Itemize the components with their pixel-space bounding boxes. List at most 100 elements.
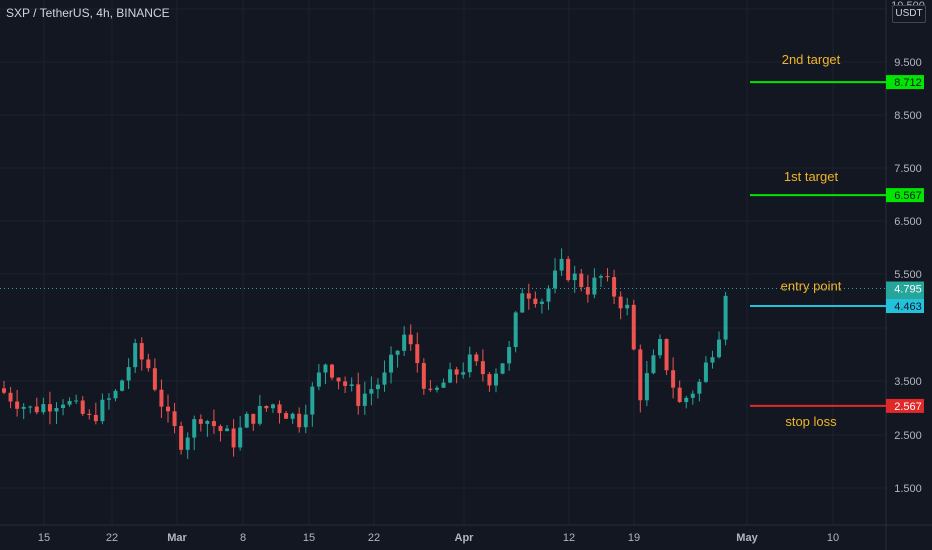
candle-body (2, 388, 6, 393)
candle-body (284, 413, 289, 419)
candle-body (421, 363, 426, 389)
price-tick-label: 6.500 (894, 216, 922, 228)
marker-target-1-box (886, 188, 924, 203)
time-tick-label: 15 (38, 532, 50, 544)
candle-body (330, 364, 334, 378)
marker-target-1-label: 6.567 (894, 190, 922, 202)
candle-body (375, 384, 380, 390)
candle-body (270, 404, 275, 409)
candle-body (428, 388, 433, 390)
candle-body (61, 404, 66, 409)
candle-body (461, 372, 466, 375)
price-tick-label: 7.500 (894, 163, 922, 175)
candle-body (605, 276, 610, 278)
candle-body (402, 334, 407, 351)
candle-body (598, 276, 603, 278)
candle-body (106, 398, 111, 400)
candle-body (474, 354, 479, 362)
candle-body (218, 426, 223, 432)
candle-body (159, 389, 164, 407)
time-tick-label: 10 (827, 532, 839, 544)
candle-body (198, 419, 203, 424)
candle-body (533, 298, 538, 304)
symbol-title: SXP / TetherUS, 4h, BINANCE (6, 6, 170, 20)
candle-body (343, 381, 348, 386)
candle-body (349, 384, 354, 386)
candle-body (74, 400, 79, 402)
candle-body (566, 258, 571, 281)
candle-body (415, 344, 420, 364)
candle-body (684, 397, 689, 403)
candle-body (441, 382, 446, 388)
candle-body (520, 293, 525, 313)
price-tick-label: 3.500 (894, 376, 922, 388)
candle-body (690, 393, 695, 398)
candle-body (34, 406, 39, 413)
candle-body (146, 359, 151, 369)
time-tick-label: 12 (563, 532, 575, 544)
time-tick-label: 15 (303, 532, 315, 544)
candle-body (15, 401, 20, 409)
candle-body (225, 428, 230, 432)
time-tick-label: Mar (167, 532, 187, 544)
candle-body (710, 357, 715, 363)
candle-body (703, 362, 708, 382)
candle-body (513, 312, 518, 348)
candle-body (172, 411, 177, 426)
candle-body (494, 373, 498, 386)
candle-body (526, 293, 531, 299)
candle-body (487, 374, 492, 386)
candle-body (362, 393, 367, 406)
candle-body (500, 363, 505, 374)
candle-body (93, 414, 98, 422)
candle-body (205, 421, 210, 424)
candle-body (139, 343, 144, 360)
candle-body (21, 406, 26, 409)
candle-body (658, 339, 662, 356)
candle-body (585, 287, 590, 295)
marker-target-2-label: 8.712 (894, 77, 922, 89)
candle-body (87, 413, 92, 415)
time-tick-label: Apr (455, 532, 475, 544)
candle-body (559, 258, 564, 271)
marker-entry-box (886, 298, 924, 313)
candle-body (336, 377, 341, 382)
candle-body (592, 277, 597, 295)
candle-body (47, 404, 52, 412)
candle-body (671, 370, 676, 388)
price-tick-label: 1.500 (894, 483, 922, 495)
candle-body (179, 425, 184, 450)
candle-body (323, 364, 328, 373)
candle-body (644, 373, 649, 401)
candle-body (369, 389, 374, 394)
candle-body (244, 413, 249, 428)
candle-body (631, 304, 636, 350)
marker-last-price-label: 4.795 (894, 284, 922, 296)
candle-body (454, 369, 459, 375)
candle-body (467, 354, 472, 373)
candle-body (546, 288, 551, 302)
time-tick-label: 22 (106, 532, 118, 544)
candle-body (41, 404, 46, 413)
candle-body (434, 387, 439, 390)
annotation-2nd-target: 2nd target (782, 52, 841, 67)
price-tick-label: 5.500 (894, 269, 922, 281)
candle-body (303, 414, 308, 428)
candle-body (625, 304, 630, 309)
candle-body (697, 381, 702, 394)
time-tick-label: 8 (240, 532, 246, 544)
time-tick-label: 22 (368, 532, 380, 544)
candle-body (382, 372, 387, 385)
candle-body (651, 355, 656, 374)
candle-body (553, 270, 558, 289)
candle-body (211, 421, 216, 427)
candle-body (185, 437, 190, 450)
marker-entry-label: 4.463 (894, 301, 922, 313)
marker-stop-label: 2.567 (894, 401, 922, 413)
annotation-1st-target: 1st target (784, 169, 839, 184)
currency-button[interactable]: USDT (892, 5, 926, 23)
candle-body (507, 347, 512, 364)
candle-body (251, 413, 256, 424)
